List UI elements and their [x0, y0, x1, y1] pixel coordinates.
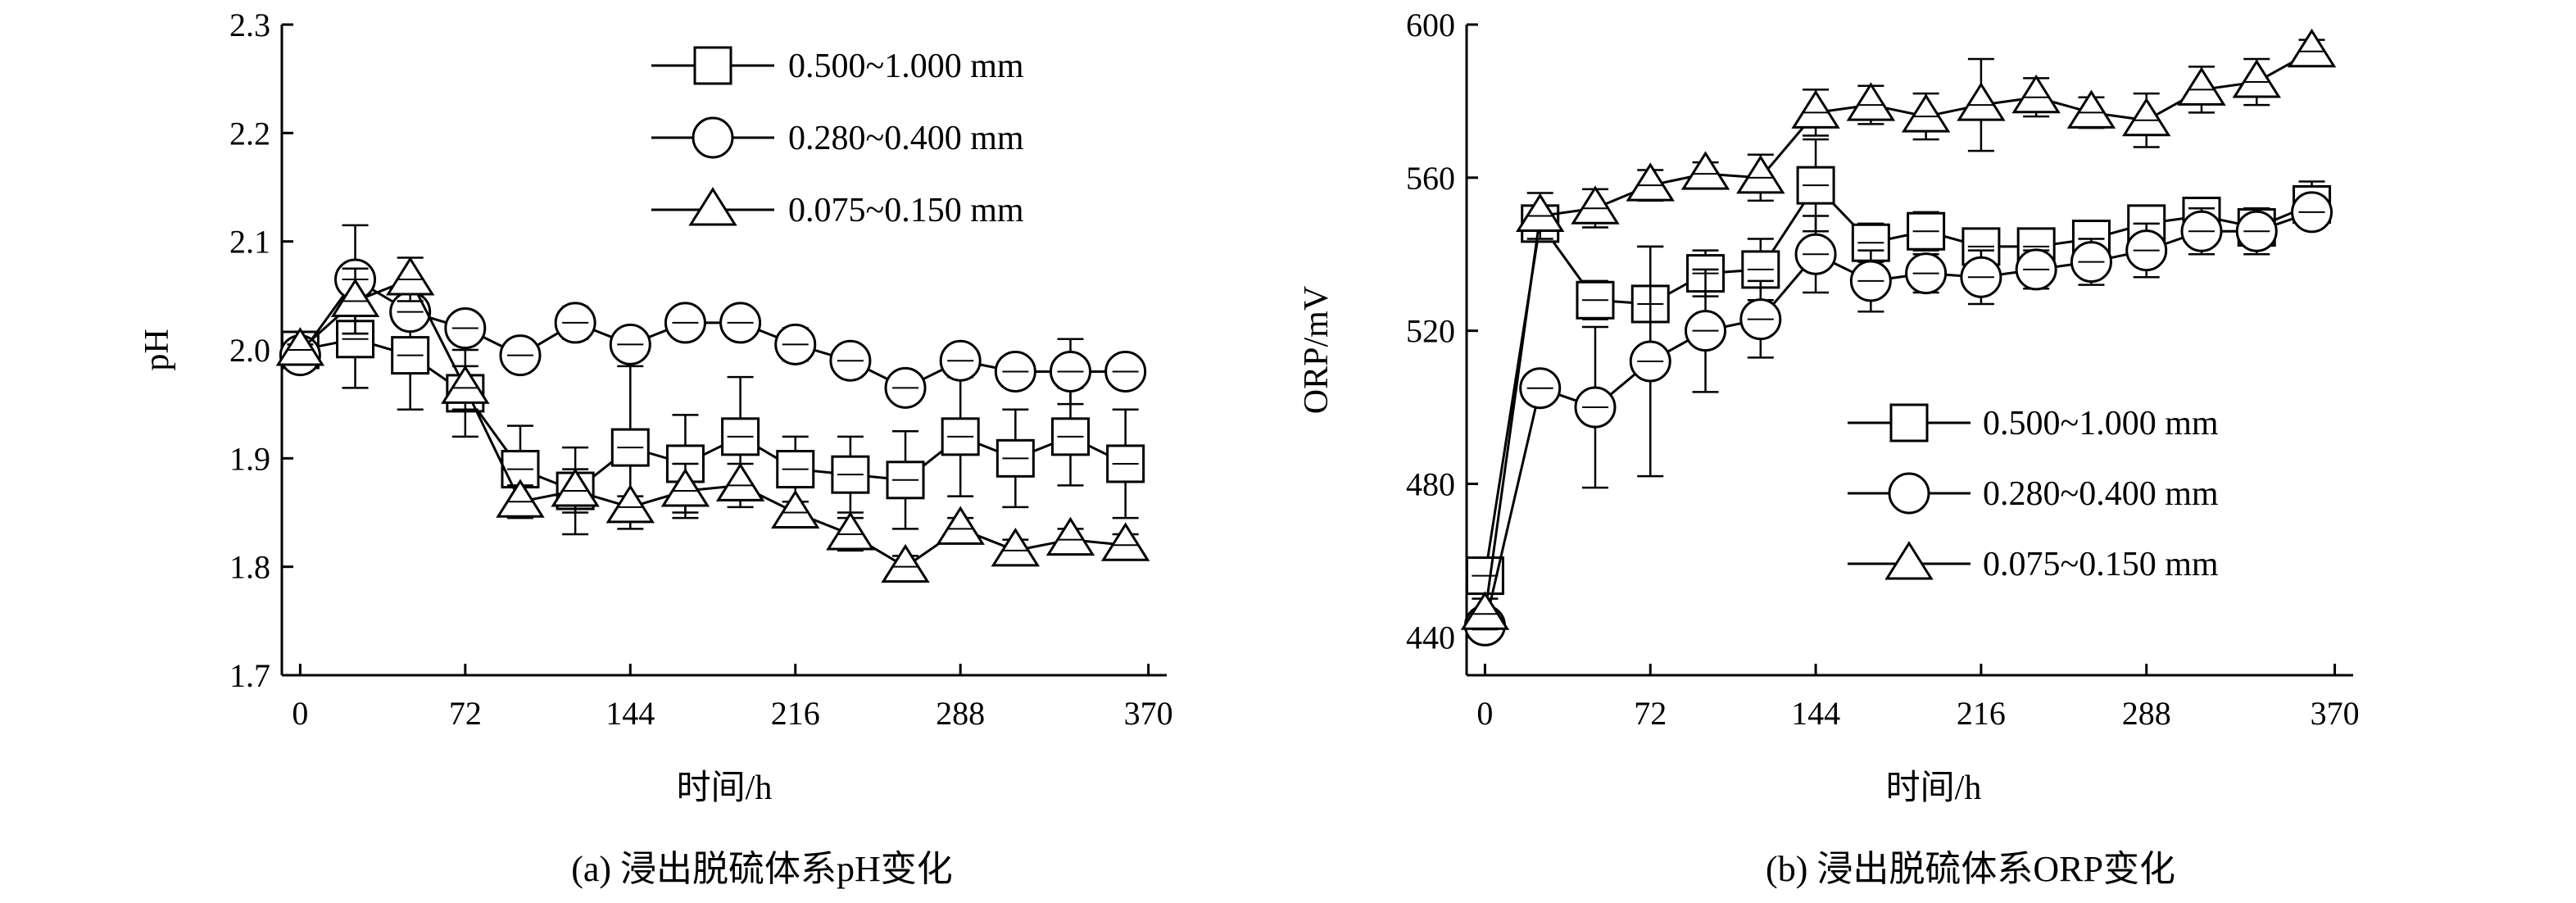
legend-entry: 0.075~0.150 mm — [1848, 541, 2219, 583]
legend-marker-triangle — [688, 187, 737, 226]
legend-marker-square — [1889, 403, 1929, 442]
x-tick-label: 288 — [936, 695, 985, 732]
data-point-triangle — [936, 506, 985, 545]
x-tick-label: 0 — [1476, 695, 1493, 732]
series-triangle — [275, 256, 1150, 583]
data-point-triangle — [385, 256, 435, 296]
data-point-triangle — [2066, 89, 2116, 129]
data-point-triangle — [1045, 516, 1095, 556]
x-tick-label: 144 — [1791, 695, 1840, 732]
data-point-triangle — [1515, 193, 1565, 233]
x-tick-label: 72 — [1634, 695, 1667, 732]
data-point-triangle — [2287, 28, 2337, 68]
series-circle — [279, 224, 1147, 409]
series-line — [1483, 183, 2313, 576]
y-tick-label: 2.2 — [229, 115, 270, 152]
data-point-triangle — [1460, 591, 1510, 630]
data-point-triangle — [1791, 89, 1840, 129]
x-tick-label: 288 — [2122, 695, 2171, 732]
data-point-triangle — [1571, 185, 1620, 225]
panel-caption: (b) 浸出脱硫体系ORP变化 — [1766, 849, 2175, 889]
data-point-triangle — [1680, 151, 1730, 190]
legend-entry: 0.500~1.000 mm — [1848, 403, 2219, 442]
data-point-triangle — [1957, 82, 2006, 121]
series-triangle — [1460, 28, 2337, 631]
y-tick-label: 1.8 — [229, 549, 270, 586]
data-point-triangle — [771, 489, 820, 529]
series-circle — [1463, 191, 2333, 647]
legend-label: 0.500~1.000 mm — [1983, 405, 2219, 442]
y-tick-label: 2.0 — [229, 332, 270, 369]
panel-a-ph-chart: 1.7 1.8 1.9 2.0 2.1 2.2 2.3 0 72 144 216 288 370 pH 时间… — [138, 7, 1173, 889]
y-tick-label: 600 — [1406, 7, 1455, 43]
x-tick-label: 144 — [605, 695, 655, 732]
x-tick-label: 72 — [449, 695, 482, 732]
legend-marker-circle — [1888, 472, 1930, 515]
legend-label: 0.075~0.150 mm — [1983, 546, 2219, 583]
data-point-triangle — [2177, 66, 2226, 106]
series-line — [300, 338, 1127, 492]
y-tick-label: 1.9 — [229, 440, 270, 477]
data-point-triangle — [551, 468, 600, 507]
data-point-triangle — [991, 527, 1041, 567]
data-point-triangle — [330, 278, 380, 317]
data-point-triangle — [1901, 93, 1951, 133]
y-tick-label: 440 — [1406, 619, 1455, 656]
data-point-triangle — [2011, 74, 2061, 114]
legend-label: 0.500~1.000 mm — [788, 48, 1024, 85]
legend-marker-square — [693, 46, 732, 85]
legend-label: 0.075~0.150 mm — [788, 192, 1024, 229]
panel-caption: (a) 浸出脱硫体系pH变化 — [571, 849, 953, 889]
data-point-triangle — [2122, 97, 2171, 137]
data-point-triangle — [605, 484, 655, 524]
y-tick-label: 560 — [1406, 160, 1455, 197]
y-axis-label: ORP/mV — [1298, 286, 1336, 414]
data-point-triangle — [496, 479, 545, 518]
panel-b-orp-chart: 440 480 520 560 600 0 72 144 216 288 370 ORP/mV 时间/h… — [1298, 7, 2360, 889]
data-point-triangle — [1846, 82, 1896, 121]
legend-marker-triangle — [1884, 541, 1934, 580]
legend-marker-circle — [692, 116, 734, 159]
legend-entry: 0.500~1.000 mm — [651, 46, 1024, 85]
legend-label: 0.280~0.400 mm — [1983, 475, 2219, 513]
legend-entry: 0.280~0.400 mm — [1848, 472, 2219, 515]
legend-entry: 0.280~0.400 mm — [651, 116, 1024, 159]
data-point-triangle — [275, 327, 325, 366]
y-tick-label: 520 — [1406, 313, 1455, 350]
x-axis-label: 时间/h — [1886, 769, 1982, 807]
y-tick-label: 1.7 — [229, 657, 270, 694]
x-tick-label: 216 — [1957, 695, 2006, 732]
x-axis-label: 时间/h — [677, 769, 773, 807]
data-point-triangle — [441, 365, 490, 404]
series-line — [1483, 50, 2313, 615]
x-tick-label: 0 — [292, 695, 308, 732]
series-line — [1483, 211, 2313, 626]
series-line — [299, 277, 1126, 389]
legend-entry: 0.075~0.150 mm — [651, 187, 1024, 229]
data-point-triangle — [1736, 155, 1785, 194]
data-point-triangle — [1626, 162, 1675, 202]
y-axis-label: pH — [138, 329, 176, 370]
data-point-triangle — [2232, 59, 2281, 98]
data-point-triangle — [826, 511, 875, 551]
y-tick-label: 480 — [1406, 465, 1455, 502]
data-point-triangle — [881, 543, 930, 583]
data-point-triangle — [660, 468, 710, 507]
y-tick-label: 2.1 — [229, 224, 270, 261]
data-point-triangle — [715, 462, 765, 501]
y-tick-label: 2.3 — [229, 7, 270, 43]
legend-label: 0.280~0.400 mm — [788, 120, 1024, 157]
x-tick-label: 370 — [1124, 695, 1173, 732]
x-tick-label: 370 — [2311, 695, 2360, 732]
series-line — [299, 278, 1126, 569]
x-tick-label: 216 — [771, 695, 820, 732]
data-point-triangle — [1100, 522, 1150, 561]
